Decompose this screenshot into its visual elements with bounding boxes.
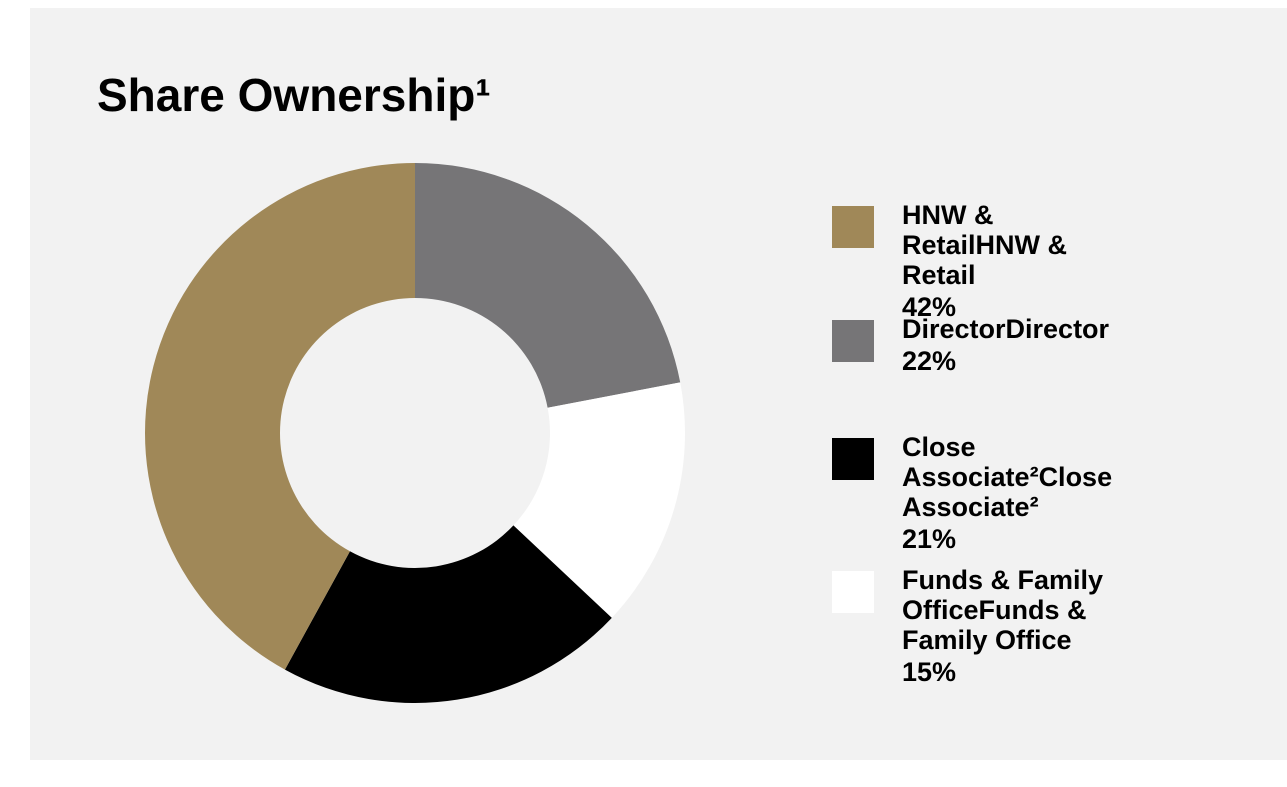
legend-label: DirectorDirector 22% [902, 314, 1132, 376]
donut-slice [415, 163, 681, 408]
legend-name: Close Associate² [902, 432, 1039, 492]
legend-swatch [832, 438, 874, 480]
legend-swatch [832, 206, 874, 248]
legend-name: Funds & Family Office [902, 565, 1104, 625]
legend-label: HNW & RetailHNW & Retail 42% [902, 200, 1132, 322]
legend-value: 42% [902, 292, 957, 322]
legend-name: Director [902, 314, 1006, 344]
legend-swatch [832, 571, 874, 613]
legend-label: Funds & Family OfficeFunds & Family Offi… [902, 565, 1132, 687]
donut-slice [145, 163, 415, 670]
legend-swatch [832, 320, 874, 362]
donut-slice [513, 382, 685, 618]
legend-label: Close Associate²Close Associate² 21% [902, 432, 1132, 554]
chart-panel: Share Ownership¹ DirectorDirector 22% Fund… [30, 8, 1287, 760]
legend-value: 21% [902, 524, 957, 554]
chart-title: Share Ownership¹ [97, 69, 491, 121]
chart [145, 163, 685, 703]
legend-value: 22% [902, 346, 957, 376]
donut-slice [284, 525, 612, 703]
legend-value: 15% [902, 657, 957, 687]
legend-name: HNW & Retail [902, 200, 994, 260]
